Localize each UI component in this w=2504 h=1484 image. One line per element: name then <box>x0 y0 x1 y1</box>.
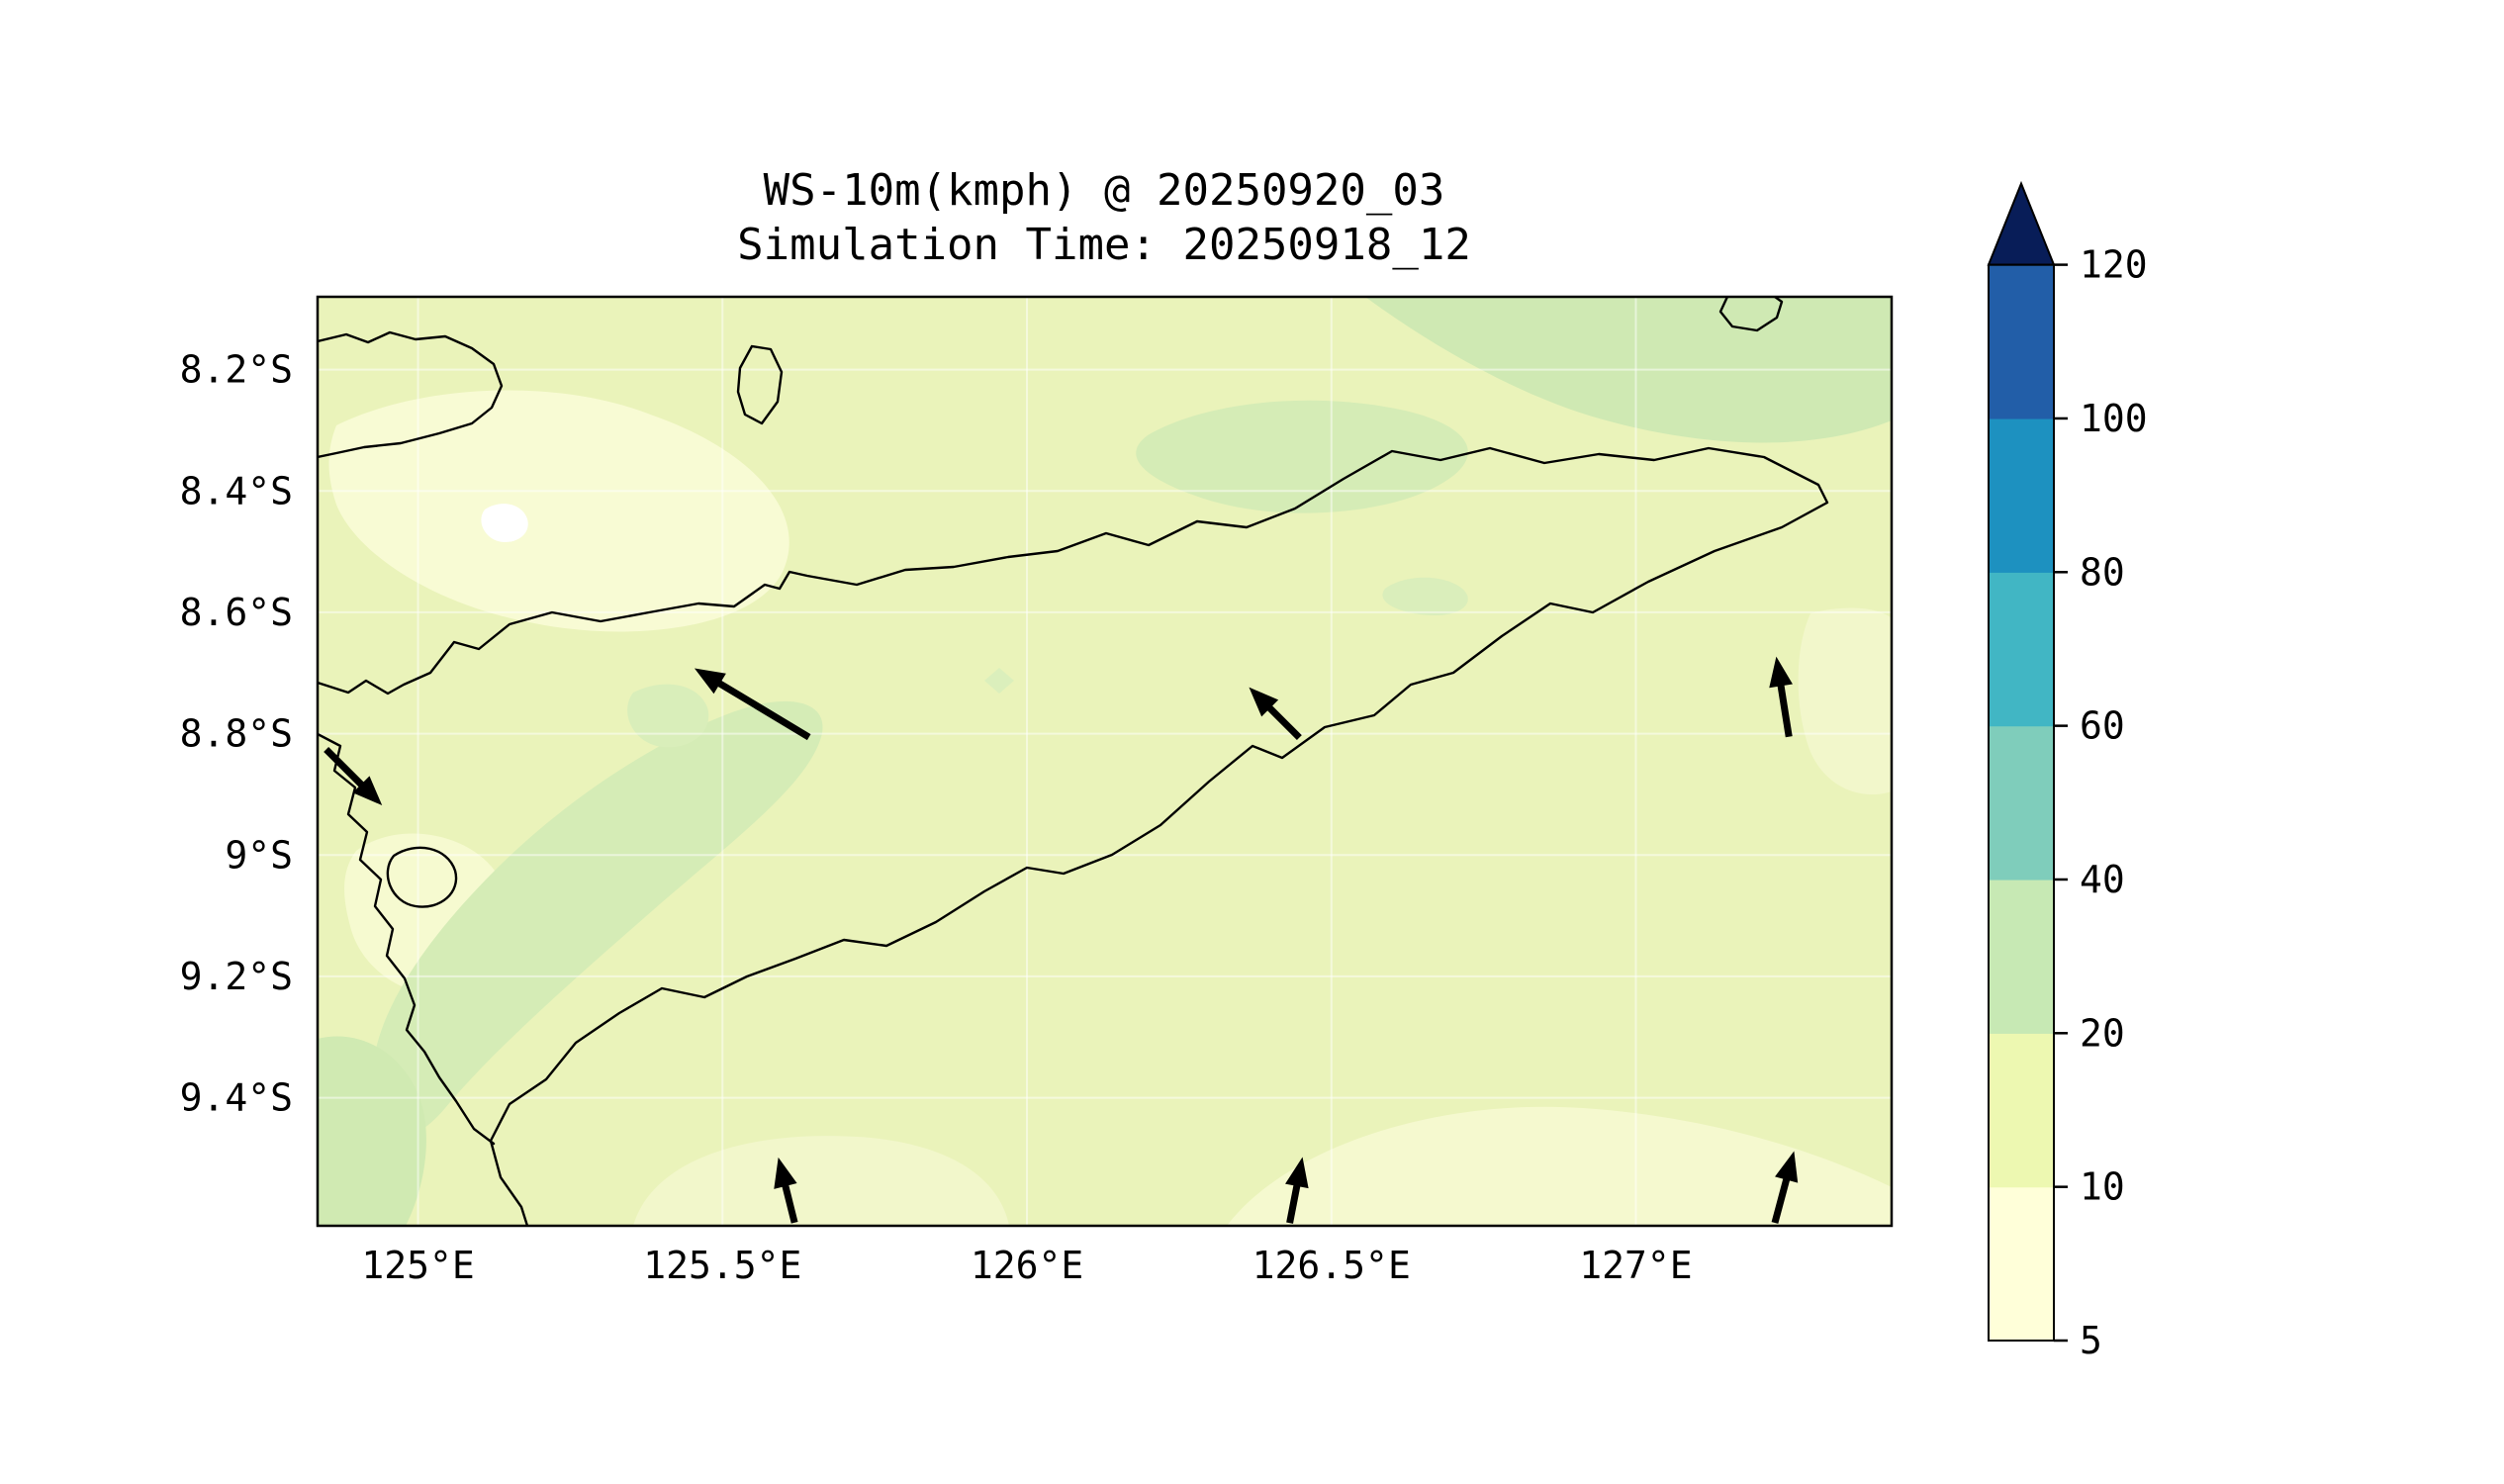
colorbar-extend-triangle <box>1987 180 2056 266</box>
colorbar-tick-label: 40 <box>2080 858 2125 901</box>
colorbar-segment <box>1989 1033 2054 1188</box>
field-region-green-north-coast-20-40 <box>627 684 709 748</box>
coastlines <box>318 297 1829 1226</box>
wind-arrow <box>694 668 811 741</box>
colorbar-tick-label: 5 <box>2080 1319 2102 1362</box>
wind-arrow <box>1769 656 1793 738</box>
colorbar-segment <box>1989 879 2054 1034</box>
y-axis-labels: 8.2°S 8.4°S 8.6°S 8.8°S 9°S 9.2°S 9.4°S <box>180 348 293 1120</box>
wind-arrow-shaft <box>714 678 811 741</box>
wind-arrow <box>1285 1157 1309 1224</box>
wind-vectors <box>324 656 1799 1224</box>
colorbar-segment <box>1989 264 2054 419</box>
wind-arrow-shaft <box>1777 681 1793 738</box>
colorbar-segment <box>1989 725 2054 881</box>
wind-arrow-shaft <box>1264 702 1302 741</box>
field-region-green-bottom-left-20-40 <box>318 1036 426 1226</box>
field-region-pale-west-5-10 <box>328 390 789 632</box>
y-tick-label: 8.8°S <box>180 712 293 756</box>
x-tick-label: 126°E <box>971 1244 1083 1287</box>
y-tick-label: 9.2°S <box>180 955 293 998</box>
wind-arrow-head <box>1285 1157 1309 1189</box>
wind-arrow <box>774 1157 798 1224</box>
wind-arrow-shaft <box>781 1181 798 1224</box>
field-region-white-spot-under-5 <box>481 504 528 542</box>
colorbar-tick-label: 60 <box>2080 704 2125 748</box>
colorbar-segment <box>1989 417 2054 573</box>
field-region-pale-bottom-center-5-10 <box>633 1136 1009 1226</box>
y-tick-label: 8.2°S <box>180 348 293 392</box>
x-tick-label: 127°E <box>1579 1244 1692 1287</box>
wind-arrow-head <box>774 1157 797 1189</box>
colorbar-tick-label: 120 <box>2080 243 2148 287</box>
chart-title: WS-10m(kmph) @ 20250920_03 <box>764 165 1445 216</box>
y-tick-label: 9°S <box>225 833 293 877</box>
coastline-kisar <box>1718 297 1784 332</box>
graticule <box>318 297 1892 1226</box>
colorbar-segment <box>1989 572 2054 727</box>
wind-arrow-head <box>1769 656 1793 689</box>
wind-arrow-head <box>352 776 383 806</box>
x-tick-label: 125°E <box>361 1244 474 1287</box>
x-tick-label: 125.5°E <box>643 1244 801 1287</box>
field-region-pale-east-edge-5-10 <box>1798 607 1892 795</box>
wind-speed-field <box>318 297 1892 1226</box>
y-tick-label: 8.6°S <box>180 591 293 634</box>
wind-arrow <box>1249 687 1302 741</box>
field-region-green-top-center-20-40 <box>1136 400 1468 513</box>
field-region-green-southwest-20-40 <box>372 700 823 1137</box>
colorbar-tick-label: 80 <box>2080 550 2125 594</box>
wind-arrow <box>324 746 383 806</box>
colorbar-outline <box>1988 263 2055 1343</box>
colorbar: 5 10 20 40 60 80 100 120 <box>1987 180 2148 1362</box>
map-border <box>316 295 1894 1228</box>
chart-subtitle: Simulation Time: 20250918_12 <box>737 220 1471 270</box>
wind-arrow-shaft <box>1286 1181 1302 1224</box>
colorbar-tick-label: 20 <box>2080 1011 2125 1055</box>
colorbar-tick-label: 100 <box>2080 397 2148 440</box>
field-region-green-dot-20-40 <box>984 668 1014 694</box>
y-tick-label: 8.4°S <box>180 469 293 512</box>
coastline-inland-lake <box>386 846 458 908</box>
wind-arrow-head <box>1249 687 1279 717</box>
x-axis-labels: 125°E 125.5°E 126°E 126.5°E 127°E <box>361 1244 1692 1287</box>
x-tick-label: 126.5°E <box>1252 1244 1411 1287</box>
wind-arrow <box>1771 1151 1799 1224</box>
field-region-green-mid-east-20-40 <box>1382 577 1468 615</box>
field-region-pale-bottom-right-5-10 <box>1227 1106 1892 1226</box>
colorbar-tick-label: 10 <box>2080 1165 2125 1209</box>
wind-arrow-head <box>694 668 726 695</box>
wind-arrow-shaft <box>324 746 367 790</box>
y-tick-label: 9.4°S <box>180 1076 293 1120</box>
coastline-atauro <box>736 344 784 425</box>
colorbar-segment <box>1989 1186 2054 1342</box>
coastline-timor-west <box>318 732 496 1146</box>
coastline-timor-main <box>318 446 1829 1226</box>
wind-arrow-shaft <box>1771 1174 1792 1224</box>
coastline-alor-east <box>318 330 504 459</box>
wind-arrow-head <box>1775 1151 1799 1183</box>
